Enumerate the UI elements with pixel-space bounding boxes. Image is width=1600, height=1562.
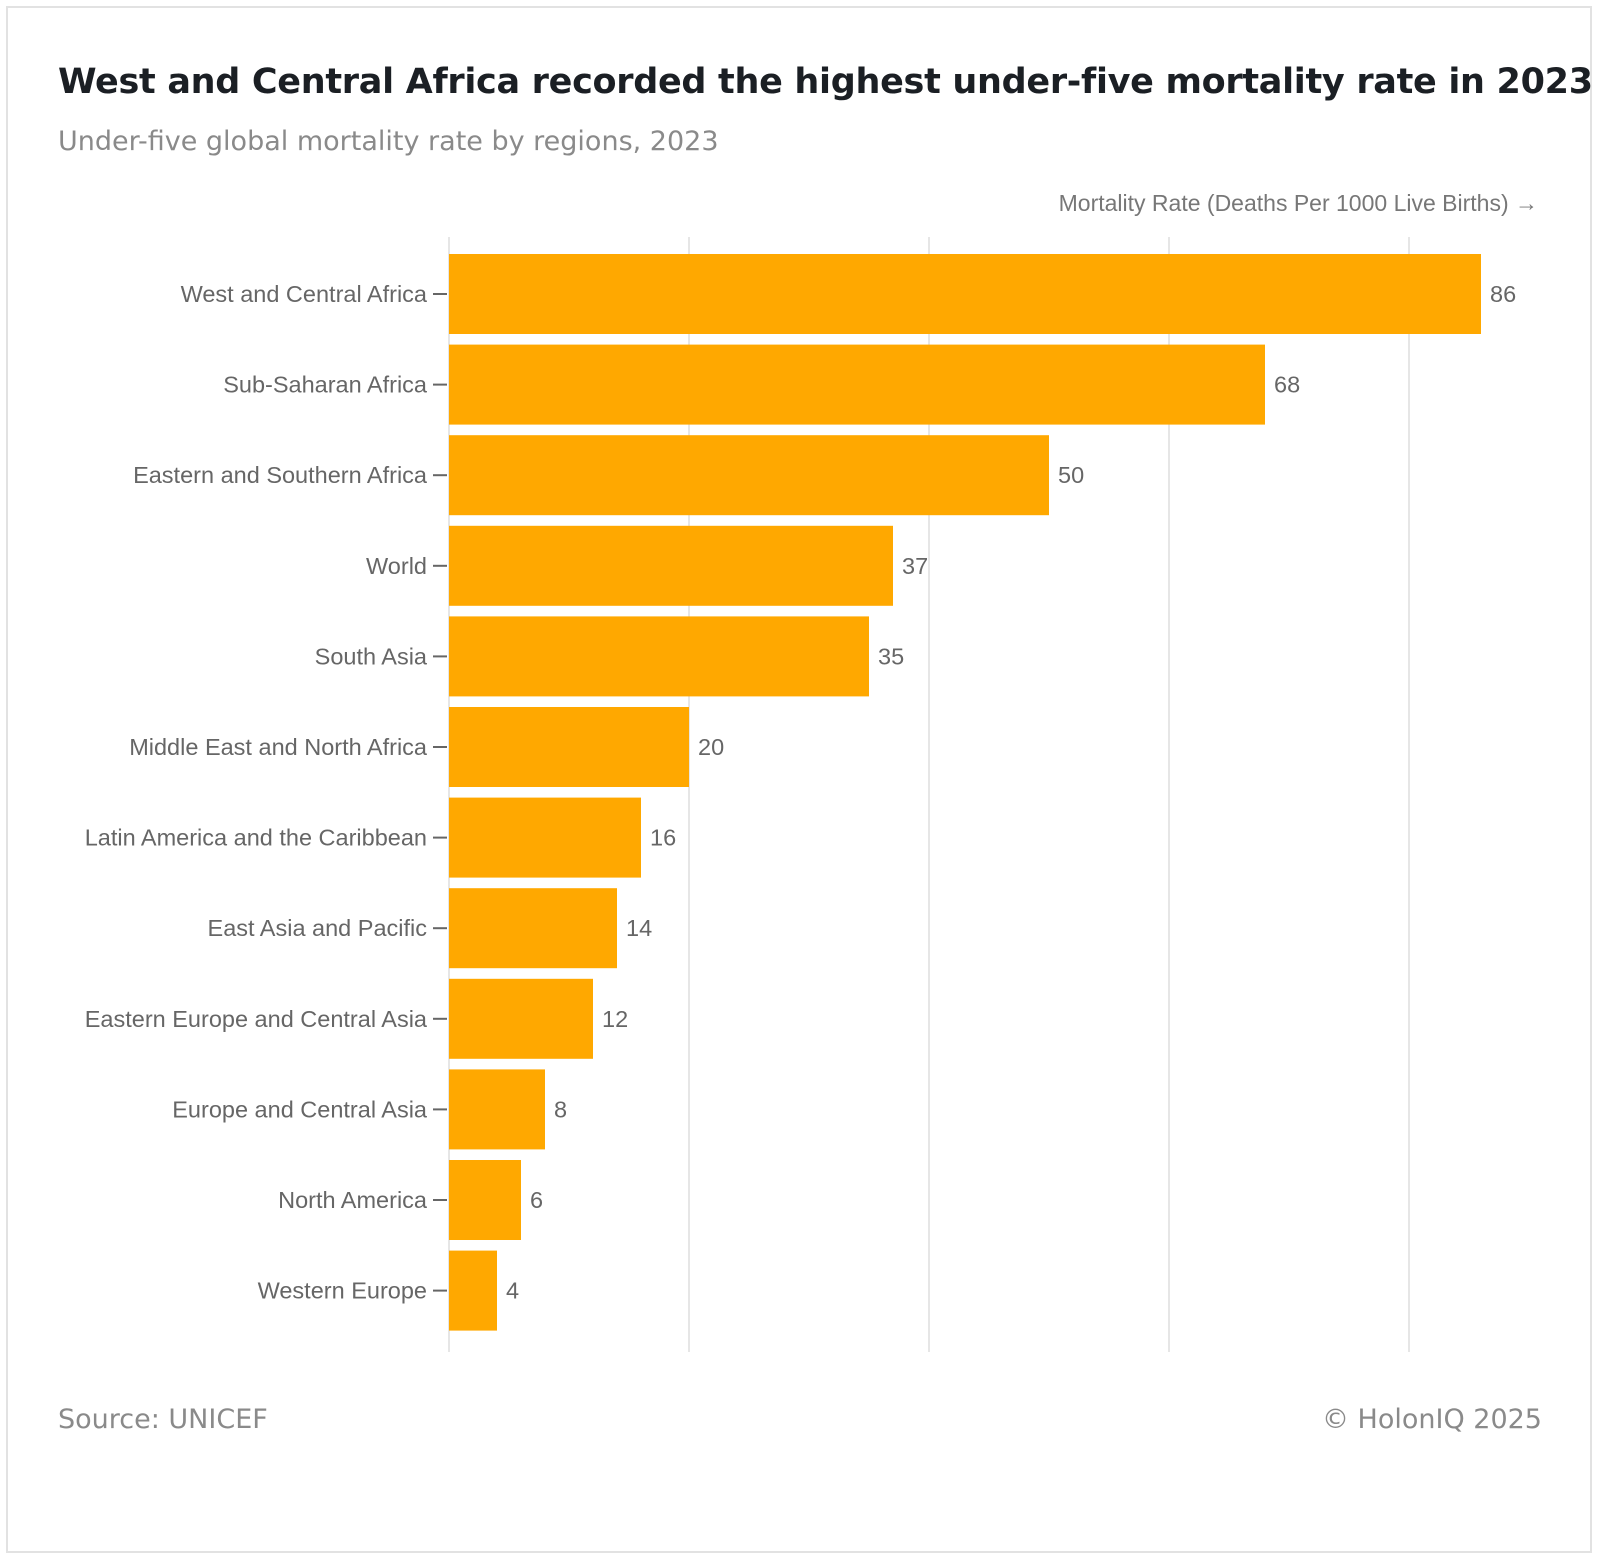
chart-subtitle: Under-five global mortality rate by regi… — [58, 126, 719, 157]
category-label: North America — [278, 1187, 428, 1213]
bar — [449, 797, 641, 878]
category-label: Middle East and North Africa — [129, 734, 428, 760]
value-label: 50 — [1058, 462, 1084, 488]
value-label: 8 — [554, 1096, 567, 1122]
category-label: Europe and Central Asia — [172, 1096, 428, 1122]
bar — [449, 1069, 545, 1150]
value-label: 12 — [602, 1006, 628, 1032]
bar — [449, 1160, 521, 1240]
category-label: West and Central Africa — [181, 281, 428, 307]
copyright-note: © HolonIQ 2025 — [1321, 1404, 1542, 1435]
bar — [449, 707, 689, 787]
bar — [449, 435, 1049, 516]
value-label: 14 — [626, 915, 652, 941]
category-label: Eastern and Southern Africa — [133, 462, 428, 488]
category-label: Eastern Europe and Central Asia — [85, 1006, 428, 1032]
bar — [449, 888, 617, 969]
source-note: Source: UNICEF — [58, 1404, 268, 1435]
bar — [449, 1250, 497, 1331]
category-label: Sub-Saharan Africa — [223, 372, 428, 398]
category-label: East Asia and Pacific — [208, 915, 428, 941]
category-label: World — [366, 553, 427, 579]
value-label: 16 — [650, 825, 676, 851]
value-label: 6 — [530, 1187, 543, 1213]
value-label: 37 — [902, 553, 928, 579]
value-label: 86 — [1490, 281, 1516, 307]
category-label: South Asia — [315, 643, 428, 669]
bar — [449, 978, 593, 1059]
category-label: Western Europe — [258, 1278, 427, 1304]
bar — [449, 344, 1265, 425]
value-label: 20 — [698, 734, 724, 760]
value-label: 4 — [506, 1278, 519, 1304]
category-label: Latin America and the Caribbean — [85, 825, 427, 851]
chart-title: West and Central Africa recorded the hig… — [58, 62, 1593, 102]
x-axis-title: Mortality Rate (Deaths Per 1000 Live Bir… — [1058, 190, 1538, 216]
chart-frame — [6, 6, 1592, 1553]
bar — [449, 616, 869, 697]
value-label: 35 — [878, 643, 904, 669]
bar — [449, 254, 1481, 334]
value-label: 68 — [1274, 372, 1300, 398]
bar — [449, 525, 893, 606]
